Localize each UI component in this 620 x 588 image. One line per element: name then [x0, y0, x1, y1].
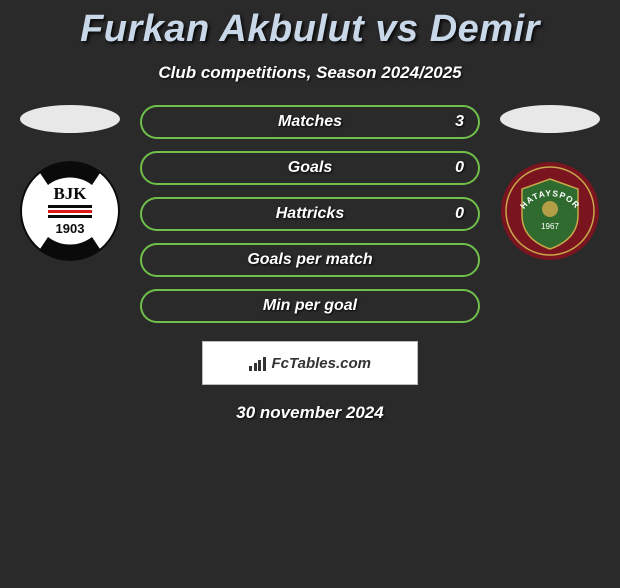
footer-text: FcTables.com: [272, 355, 371, 372]
right-side: HATAYSPOR 1967: [500, 105, 600, 261]
chart-icon: [249, 355, 266, 371]
stat-value-right: 0: [455, 205, 464, 223]
page-title: Furkan Akbulut vs Demir: [0, 8, 620, 51]
stat-label: Min per goal: [263, 297, 357, 315]
stat-row: Min per goal: [140, 289, 480, 323]
stat-label: Matches: [278, 113, 342, 131]
date: 30 november 2024: [0, 403, 620, 423]
left-side: BJK 1903: [20, 105, 120, 261]
right-team-badge: HATAYSPOR 1967: [500, 161, 600, 261]
stat-label: Hattricks: [276, 205, 344, 223]
stat-value-right: 3: [455, 113, 464, 131]
stat-row: Goals per match: [140, 243, 480, 277]
stat-row: Hattricks 0: [140, 197, 480, 231]
svg-text:BJK: BJK: [53, 184, 87, 203]
footer-attribution: FcTables.com: [202, 341, 418, 385]
stat-label: Goals per match: [247, 251, 372, 269]
svg-text:1903: 1903: [56, 221, 85, 236]
stat-row: Goals 0: [140, 151, 480, 185]
comparison-container: BJK 1903 Matches 3 Goals 0 Hattricks 0 Goals p…: [0, 105, 620, 323]
left-team-badge: BJK 1903: [20, 161, 120, 261]
subtitle: Club competitions, Season 2024/2025: [0, 63, 620, 83]
stats-list: Matches 3 Goals 0 Hattricks 0 Goals per match M…: [140, 105, 480, 323]
stat-value-right: 0: [455, 159, 464, 177]
left-player-placeholder: [20, 105, 120, 133]
right-player-placeholder: [500, 105, 600, 133]
svg-text:1967: 1967: [541, 222, 559, 231]
stat-label: Goals: [288, 159, 332, 177]
stat-row: Matches 3: [140, 105, 480, 139]
